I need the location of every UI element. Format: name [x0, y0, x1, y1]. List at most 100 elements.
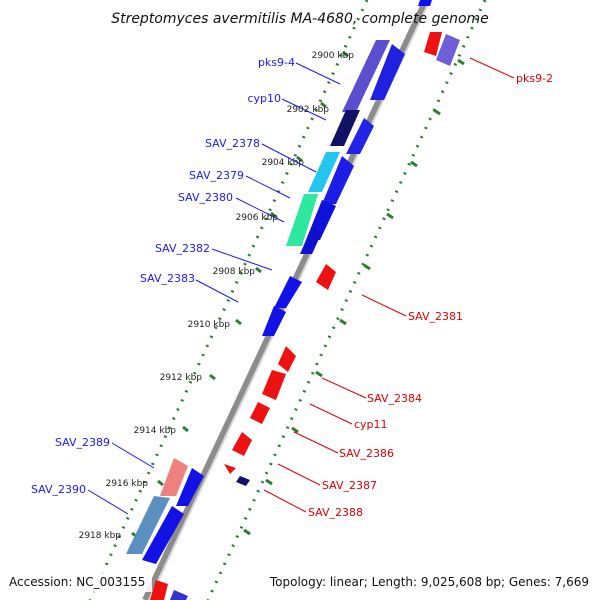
gene-bottom-fragment[interactable]: [170, 590, 188, 600]
left-dotted-guide: [88, 0, 369, 600]
tick-mark: [235, 318, 242, 326]
gene-label[interactable]: SAV_2390: [31, 483, 86, 496]
accession-text: Accession: NC_003155: [9, 575, 145, 589]
tick-marks-right: [243, 58, 465, 536]
gene-pks9-2-red[interactable]: [424, 32, 442, 56]
tick-marks-left: [131, 50, 349, 539]
tick-mark: [339, 318, 347, 326]
gene-label[interactable]: SAV_2387: [322, 479, 377, 492]
leader-line: [195, 279, 239, 303]
gene-pks9-4-inner[interactable]: [370, 44, 405, 100]
footer-backdrop-left: [4, 570, 152, 592]
gene-cyp10[interactable]: [330, 110, 360, 146]
tick-label: 2918 kbp: [79, 531, 122, 541]
gene-SAV_2390[interactable]: [126, 496, 170, 554]
leader-line: [263, 489, 307, 513]
gene-label[interactable]: SAV_2382: [155, 242, 210, 255]
tick-mark: [255, 266, 262, 274]
reverse-gene-labels: pks9-2 SAV_2381 SAV_2384 cyp11 SAV_2386 …: [308, 72, 553, 519]
gene-SAV_2380-c[interactable]: [300, 226, 322, 254]
leader-line: [211, 248, 273, 271]
leader-line: [295, 62, 341, 85]
leader-line: [245, 175, 291, 199]
tick-mark: [320, 101, 327, 109]
footer-backdrop-right: [266, 570, 596, 592]
gene-cyp11[interactable]: [250, 402, 270, 424]
gene-SAV_2381[interactable]: [316, 264, 336, 290]
gene-label[interactable]: SAV_2378: [205, 137, 260, 150]
gene-SAV_2378-b[interactable]: [322, 156, 354, 204]
gene-SAV_2384-a[interactable]: [278, 346, 296, 372]
tick-mark: [342, 50, 349, 58]
gene-label[interactable]: cyp11: [354, 418, 388, 431]
tick-mark: [270, 211, 277, 219]
gene-SAV_2389[interactable]: [160, 458, 188, 496]
reverse-leader-lines: [263, 57, 515, 513]
leader-line: [277, 463, 321, 486]
gene-arrow-top-fragment[interactable]: [418, 0, 432, 6]
right-dotted-guide: [206, 0, 487, 600]
leader-line: [281, 98, 327, 121]
leader-line: [87, 489, 129, 515]
gene-label[interactable]: SAV_2386: [339, 447, 394, 460]
tick-mark: [157, 479, 164, 487]
gene-SAV_2390-b[interactable]: [142, 506, 184, 564]
forward-gene-labels: pks9-4 cyp10 SAV_2378 SAV_2379 SAV_2380 …: [31, 56, 295, 496]
gene-SAV_2380[interactable]: [286, 194, 318, 246]
leader-line: [309, 403, 353, 425]
gene-SAV_2383[interactable]: [262, 306, 286, 336]
tick-mark: [315, 370, 323, 378]
tick-mark: [209, 373, 216, 381]
tick-label: 2904 kbp: [262, 158, 305, 168]
forward-leader-lines: [87, 62, 341, 515]
gene-SAV_2378[interactable]: [308, 152, 340, 192]
gene-label[interactable]: SAV_2379: [189, 169, 244, 182]
leader-line: [235, 197, 285, 223]
tick-mark: [296, 155, 303, 163]
gene-label[interactable]: SAV_2380: [178, 191, 233, 204]
tick-mark: [410, 160, 418, 168]
tick-labels: 2900 kbp 2902 kbp 2904 kbp 2906 kbp 2908…: [79, 51, 355, 541]
gene-SAV_2388[interactable]: [236, 476, 250, 486]
gene-SAV_2386[interactable]: [232, 432, 252, 456]
tick-label: 2916 kbp: [106, 479, 149, 489]
tick-mark: [386, 212, 394, 220]
tick-mark: [265, 478, 273, 486]
gene-pks9-4-outer[interactable]: [342, 40, 390, 112]
tick-label: 2908 kbp: [213, 267, 256, 277]
gene-label[interactable]: SAV_2384: [367, 392, 422, 405]
topology-summary-text: Topology: linear; Length: 9,025,608 bp; …: [269, 575, 589, 589]
gene-label[interactable]: cyp10: [247, 92, 281, 105]
forward-genes: [126, 0, 432, 600]
gene-bottom-red[interactable]: [150, 580, 168, 600]
gene-pks9-2[interactable]: [436, 34, 460, 66]
tick-label: 2900 kbp: [312, 51, 355, 61]
leader-line: [321, 377, 367, 399]
tick-mark: [291, 426, 299, 434]
gene-label[interactable]: pks9-2: [516, 72, 553, 85]
tick-mark: [433, 108, 441, 116]
gene-label[interactable]: SAV_2383: [140, 272, 195, 285]
gene-label[interactable]: SAV_2389: [55, 436, 110, 449]
gene-label[interactable]: SAV_2388: [308, 506, 363, 519]
gene-label[interactable]: SAV_2381: [408, 310, 463, 323]
gene-SAV_2387[interactable]: [224, 464, 236, 474]
leader-line: [111, 442, 155, 469]
tick-mark: [243, 528, 251, 536]
leader-line: [293, 431, 339, 454]
tick-mark: [457, 58, 465, 66]
tick-label: 2914 kbp: [134, 426, 177, 436]
tick-mark: [363, 263, 371, 271]
leader-line: [261, 143, 317, 173]
gene-SAV_2384-b[interactable]: [262, 370, 286, 400]
gene-SAV_2389-b[interactable]: [176, 468, 204, 506]
tick-mark: [182, 425, 189, 433]
guide-lines: [88, 0, 487, 600]
tick-label: 2912 kbp: [160, 373, 203, 383]
gene-label[interactable]: pks9-4: [258, 56, 295, 69]
gene-cyp10-b[interactable]: [346, 118, 374, 154]
gene-SAV_2382[interactable]: [274, 276, 302, 308]
leader-line: [361, 294, 407, 317]
